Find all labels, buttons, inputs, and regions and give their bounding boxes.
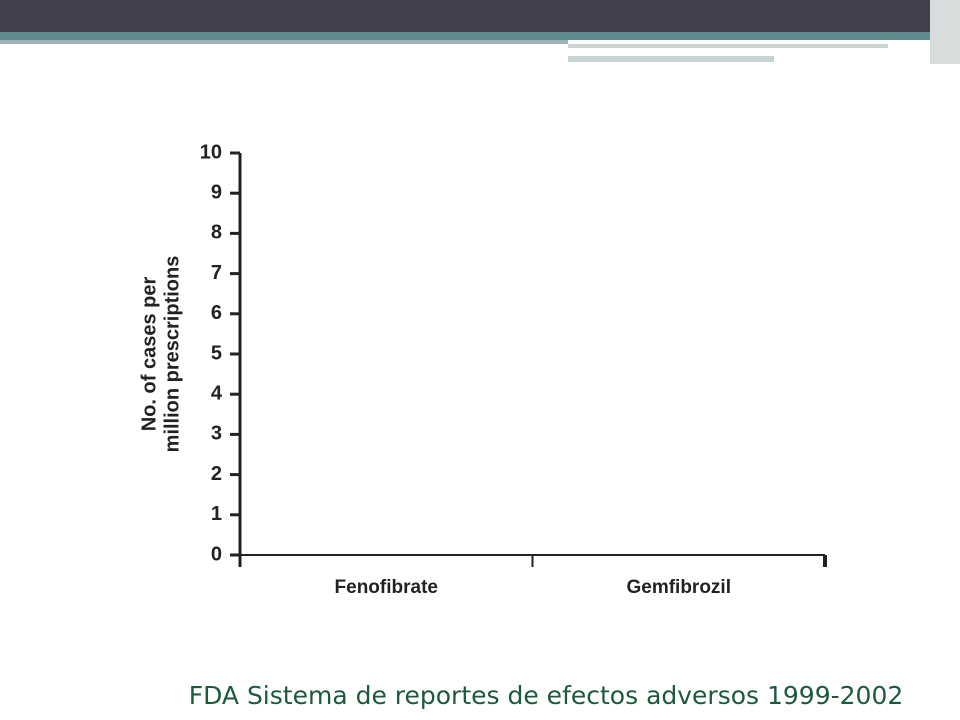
y-tick-label: 8 <box>211 222 222 244</box>
header-band <box>0 0 960 32</box>
header-stripe <box>0 40 568 44</box>
y-axis-label: No. of cases per <box>138 277 160 432</box>
caption: FDA Sistema de reportes de efectos adver… <box>189 681 904 710</box>
y-axis-label: million prescriptions <box>161 256 183 453</box>
y-tick-label: 4 <box>211 382 223 404</box>
x-tick-label: Fenofibrate <box>335 577 438 598</box>
y-tick-label: 2 <box>211 463 222 485</box>
y-tick-label: 1 <box>211 503 222 525</box>
y-tick-label: 3 <box>211 423 222 445</box>
x-tick-label: Gemfibrozil <box>626 577 731 598</box>
header-stripe <box>568 44 888 48</box>
header-stripe <box>568 56 774 62</box>
y-tick-label: 6 <box>211 302 222 324</box>
y-tick-label: 9 <box>211 181 222 203</box>
header-corner <box>930 0 960 64</box>
header-stripe <box>0 32 960 40</box>
y-tick-label: 5 <box>211 342 222 364</box>
y-tick-label: 0 <box>211 543 222 565</box>
y-tick-label: 10 <box>200 141 222 163</box>
y-tick-label: 7 <box>211 262 222 284</box>
